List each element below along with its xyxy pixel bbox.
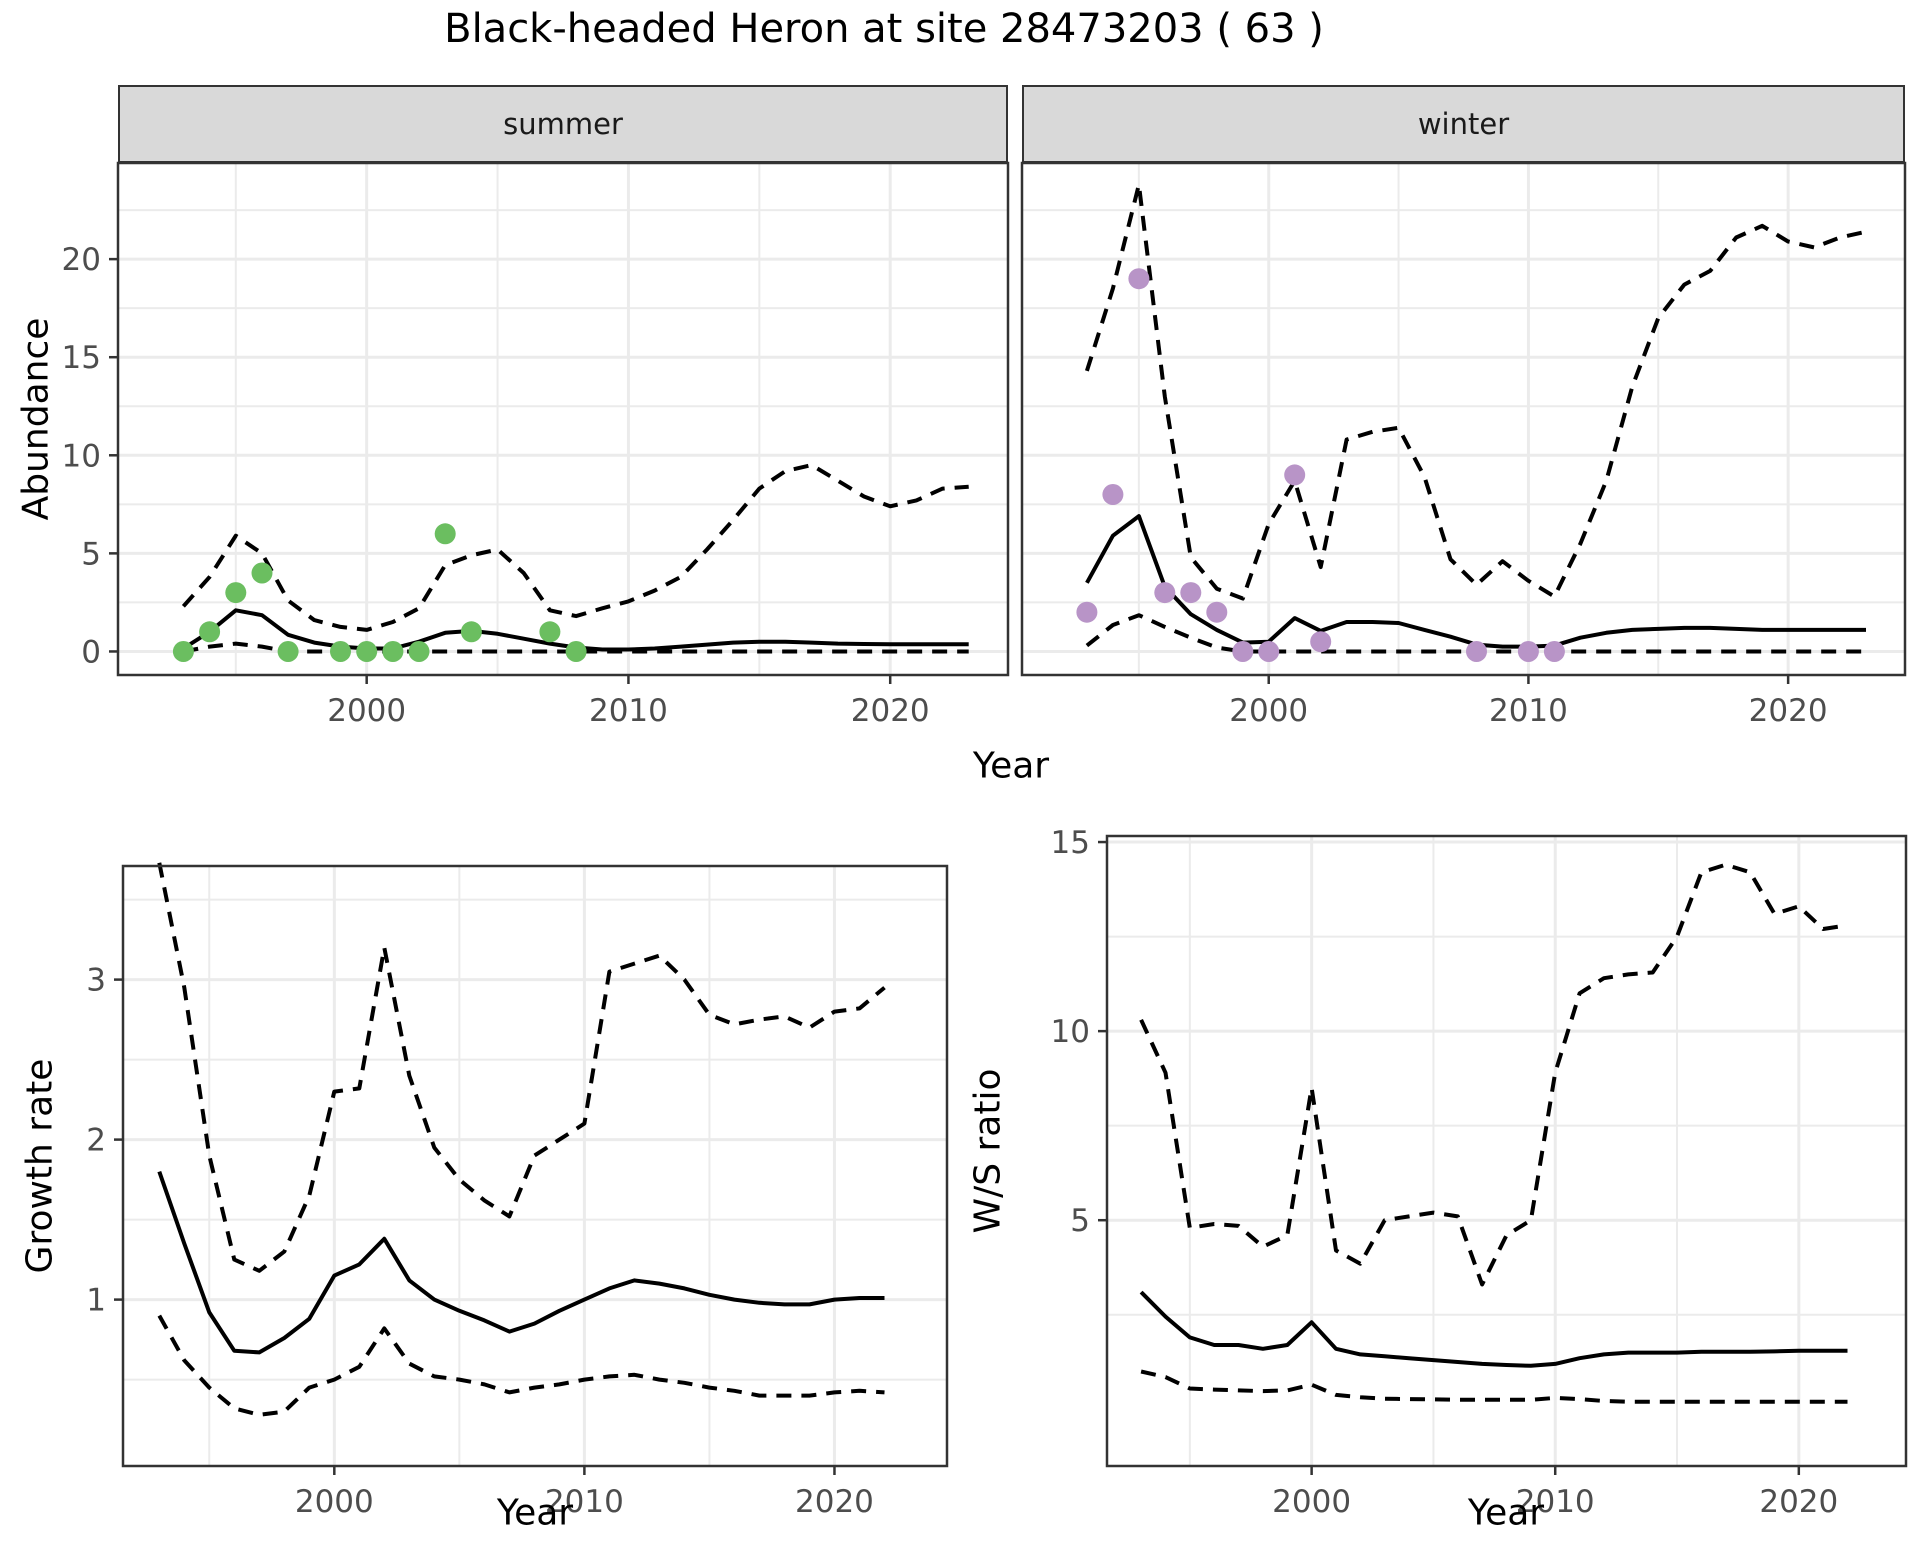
abundance-summer-observed-count	[382, 641, 404, 662]
abundance-summer-observed-count	[356, 641, 378, 662]
facet-strip-summer-label: summer	[503, 107, 623, 141]
abundance-summer-observed-count	[565, 641, 587, 662]
growth-rate-upper_ci-line	[157, 862, 886, 1273]
abundance-summer-observed-count	[330, 641, 351, 662]
abundance-winter-observed-count	[1154, 582, 1176, 604]
abundance-winter-observed-count	[1517, 641, 1539, 662]
abundance-summer-observed-count	[408, 641, 430, 662]
abundance-winter-observed-count	[1466, 641, 1487, 662]
y-axis-title-abundance: Abundance	[15, 317, 57, 521]
abundance-winter-observed-count	[1284, 464, 1306, 486]
y-tick-label: 10	[1051, 1014, 1090, 1050]
page-title: Black-headed Heron at site 28473203 ( 63…	[444, 6, 1324, 52]
abundance-winter-observed-count	[1258, 641, 1280, 662]
growth-rate-panel-border	[121, 864, 949, 1468]
abundance-summer-observed-count	[172, 641, 194, 662]
abundance-winter-observed-count	[1310, 631, 1332, 653]
ws-ratio-upper_ci-line	[1139, 862, 1848, 1287]
abundance-summer-observed-count	[251, 562, 273, 584]
x-axis-title-top: Year	[972, 745, 1050, 787]
facet-strip-summer: summer	[118, 85, 1008, 163]
growth-rate-estimate-line	[157, 1170, 885, 1355]
abundance-winter-observed-count	[1180, 582, 1202, 604]
ws-ratio-lower_ci-line	[1140, 1369, 1848, 1404]
x-tick-label: 2010	[1489, 693, 1568, 729]
abundance-winter-observed-count	[1076, 601, 1098, 623]
x-tick-label: 2020	[851, 693, 930, 729]
x-tick-label: 2010	[589, 693, 668, 729]
abundance-summer-observed-count	[434, 523, 456, 545]
abundance-summer-observed-count	[199, 621, 221, 643]
ws-ratio-panel-border	[1105, 834, 1908, 1468]
y-tick-label: 20	[62, 242, 101, 278]
x-tick-label: 2020	[795, 1484, 874, 1520]
abundance-summer-lower_ci-line	[183, 641, 969, 654]
y-tick-label: 15	[62, 340, 101, 376]
x-axis-title-growth: Year	[496, 1492, 574, 1534]
ws-ratio-estimate-line	[1139, 1290, 1848, 1368]
x-tick-label: 2000	[1229, 693, 1308, 729]
y-tick-label: 5	[81, 536, 101, 572]
abundance-winter-observed-count	[1206, 601, 1228, 623]
y-tick-label: 10	[62, 438, 101, 474]
facet-strip-winter-label: winter	[1417, 107, 1510, 141]
abundance-winter-estimate-line	[1085, 514, 1866, 649]
x-tick-label: 2000	[295, 1484, 374, 1520]
y-tick-label: 15	[1051, 825, 1090, 861]
y-tick-label: 5	[1070, 1203, 1090, 1239]
abundance-winter-upper_ci-line	[1084, 182, 1867, 601]
abundance-winter-observed-count	[1102, 484, 1124, 505]
abundance-summer-observed-count	[460, 621, 482, 643]
abundance-winter-observed-count	[1128, 268, 1150, 290]
abundance-summer-panel-border	[116, 161, 1010, 677]
growth-rate-lower_ci-line	[157, 1314, 885, 1417]
y-tick-label: 2	[86, 1123, 106, 1159]
x-tick-label: 2020	[1759, 1484, 1838, 1520]
facet-strip-winter: winter	[1022, 85, 1905, 163]
x-tick-label: 2000	[327, 693, 406, 729]
x-tick-label: 2020	[1749, 693, 1828, 729]
abundance-summer-observed-count	[539, 621, 561, 643]
x-tick-label: 2000	[1272, 1484, 1351, 1520]
abundance-winter-panel-border	[1020, 161, 1907, 677]
x-tick-label: 2010	[1516, 1484, 1595, 1520]
abundance-winter-observed-count	[1232, 641, 1254, 662]
abundance-summer-observed-count	[277, 641, 299, 662]
y-tick-label: 0	[81, 634, 101, 670]
abundance-summer-upper_ci-line	[181, 463, 969, 632]
y-axis-title-ws: W/S ratio	[967, 1068, 1009, 1234]
y-tick-label: 1	[86, 1283, 106, 1319]
abundance-winter-observed-count	[1543, 641, 1565, 662]
y-axis-title-growth: Growth rate	[19, 1058, 61, 1274]
x-axis-title-ws: Year	[1467, 1492, 1545, 1534]
y-tick-label: 3	[86, 963, 106, 999]
x-tick-label: 2010	[545, 1484, 624, 1520]
abundance-summer-observed-count	[225, 582, 247, 604]
